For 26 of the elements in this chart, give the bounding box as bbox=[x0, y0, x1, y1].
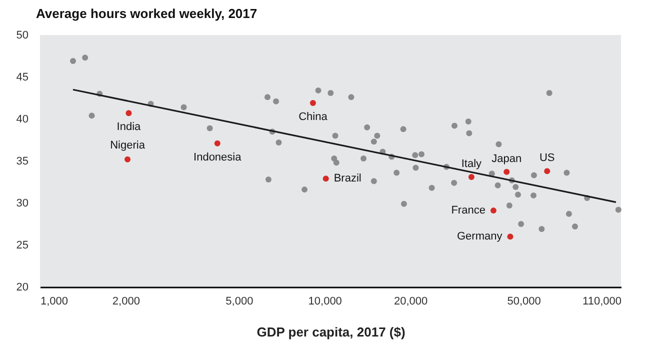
annotation: Indonesia bbox=[194, 151, 242, 164]
y-tick-label: 50 bbox=[16, 30, 28, 42]
annotation: France bbox=[451, 204, 486, 217]
x-tick-label: 1,000 bbox=[40, 296, 68, 308]
annotation: US bbox=[539, 152, 555, 164]
y-tick-label: 45 bbox=[16, 72, 28, 84]
x-tick-label: 110,000 bbox=[582, 296, 622, 308]
annotation: Japan bbox=[492, 152, 522, 165]
y-tick-label: 25 bbox=[16, 240, 28, 252]
annotation: Brazil bbox=[334, 172, 362, 185]
x-tick-label: 2,000 bbox=[112, 296, 140, 308]
annotation: Germany bbox=[456, 230, 503, 243]
x-axis-title: GDP per capita, 2017 ($) bbox=[256, 324, 406, 340]
annotation: China bbox=[298, 111, 328, 124]
annotation: Nigeria bbox=[110, 139, 146, 152]
x-tick-label: 20,000 bbox=[394, 296, 428, 308]
x-tick-label: 50,000 bbox=[507, 296, 541, 308]
y-tick-label: 20 bbox=[16, 282, 28, 294]
y-tick-label: 30 bbox=[16, 198, 28, 210]
y-tick-label: 40 bbox=[16, 114, 28, 126]
y-tick-label: 35 bbox=[16, 156, 28, 168]
annotation: India bbox=[116, 121, 142, 134]
chart-title: Average hours worked weekly, 2017 bbox=[36, 6, 258, 21]
x-tick-label: 10,000 bbox=[308, 296, 342, 308]
annotation: Italy bbox=[461, 158, 482, 170]
x-tick-label: 5,000 bbox=[226, 296, 254, 308]
